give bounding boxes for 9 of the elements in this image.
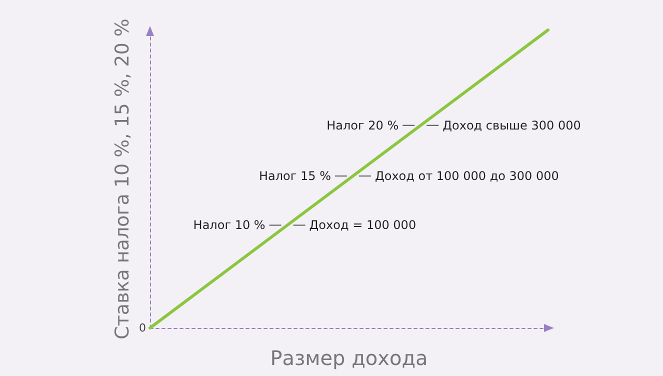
annotation: Доход от 100 000 до 300 000 — [374, 169, 559, 184]
y-axis-title: Ставка налога 10 %, 15 %, 20 % — [112, 18, 134, 340]
annotation: Доход = 100 000 — [309, 218, 416, 232]
annotation: Налог 10 % — [193, 218, 266, 232]
annotation: Налог 20 % — [326, 118, 399, 132]
annotation: 0 — [139, 322, 146, 334]
x-axis-title: Размер дохода — [270, 346, 428, 370]
annotation: Налог 15 % — [258, 169, 331, 184]
annotation: Доход свыше 300 000 — [442, 118, 581, 132]
